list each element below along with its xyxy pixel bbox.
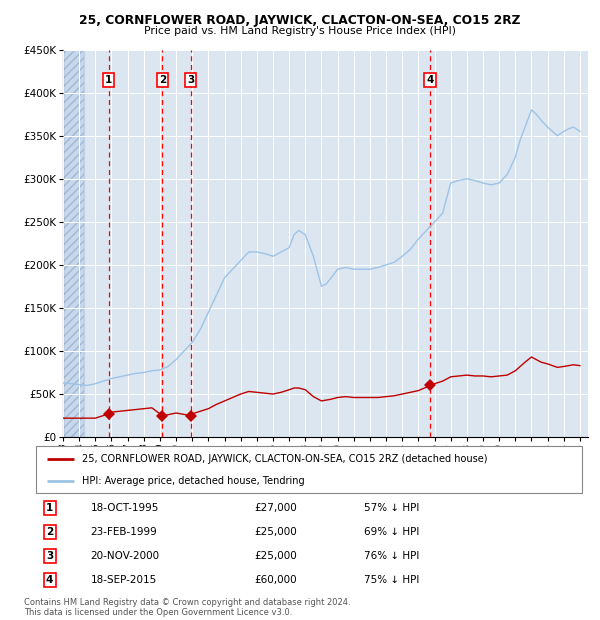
Text: 18-OCT-1995: 18-OCT-1995 — [91, 503, 159, 513]
Text: 23-FEB-1999: 23-FEB-1999 — [91, 527, 157, 537]
Text: £60,000: £60,000 — [254, 575, 297, 585]
Text: 1: 1 — [105, 75, 112, 85]
Text: 2: 2 — [46, 527, 53, 537]
Bar — [63, 50, 84, 437]
Text: Contains HM Land Registry data © Crown copyright and database right 2024.: Contains HM Land Registry data © Crown c… — [24, 598, 350, 607]
Text: 2: 2 — [159, 75, 166, 85]
Text: This data is licensed under the Open Government Licence v3.0.: This data is licensed under the Open Gov… — [24, 608, 292, 617]
Text: 3: 3 — [46, 551, 53, 561]
Text: 25, CORNFLOWER ROAD, JAYWICK, CLACTON-ON-SEA, CO15 2RZ: 25, CORNFLOWER ROAD, JAYWICK, CLACTON-ON… — [79, 14, 521, 27]
Text: 3: 3 — [187, 75, 194, 85]
Text: 1: 1 — [46, 503, 53, 513]
Bar — [63, 50, 84, 437]
Text: 75% ↓ HPI: 75% ↓ HPI — [364, 575, 419, 585]
Text: 57% ↓ HPI: 57% ↓ HPI — [364, 503, 419, 513]
Text: £25,000: £25,000 — [254, 527, 297, 537]
Text: Price paid vs. HM Land Registry's House Price Index (HPI): Price paid vs. HM Land Registry's House … — [144, 26, 456, 36]
Text: 20-NOV-2000: 20-NOV-2000 — [91, 551, 160, 561]
Text: 76% ↓ HPI: 76% ↓ HPI — [364, 551, 419, 561]
Text: 4: 4 — [427, 75, 434, 85]
Text: £25,000: £25,000 — [254, 551, 297, 561]
Text: 18-SEP-2015: 18-SEP-2015 — [91, 575, 157, 585]
Text: 69% ↓ HPI: 69% ↓ HPI — [364, 527, 419, 537]
Text: £27,000: £27,000 — [254, 503, 297, 513]
Text: HPI: Average price, detached house, Tendring: HPI: Average price, detached house, Tend… — [82, 476, 305, 486]
Text: 4: 4 — [46, 575, 53, 585]
Text: 25, CORNFLOWER ROAD, JAYWICK, CLACTON-ON-SEA, CO15 2RZ (detached house): 25, CORNFLOWER ROAD, JAYWICK, CLACTON-ON… — [82, 454, 488, 464]
FancyBboxPatch shape — [36, 446, 582, 493]
